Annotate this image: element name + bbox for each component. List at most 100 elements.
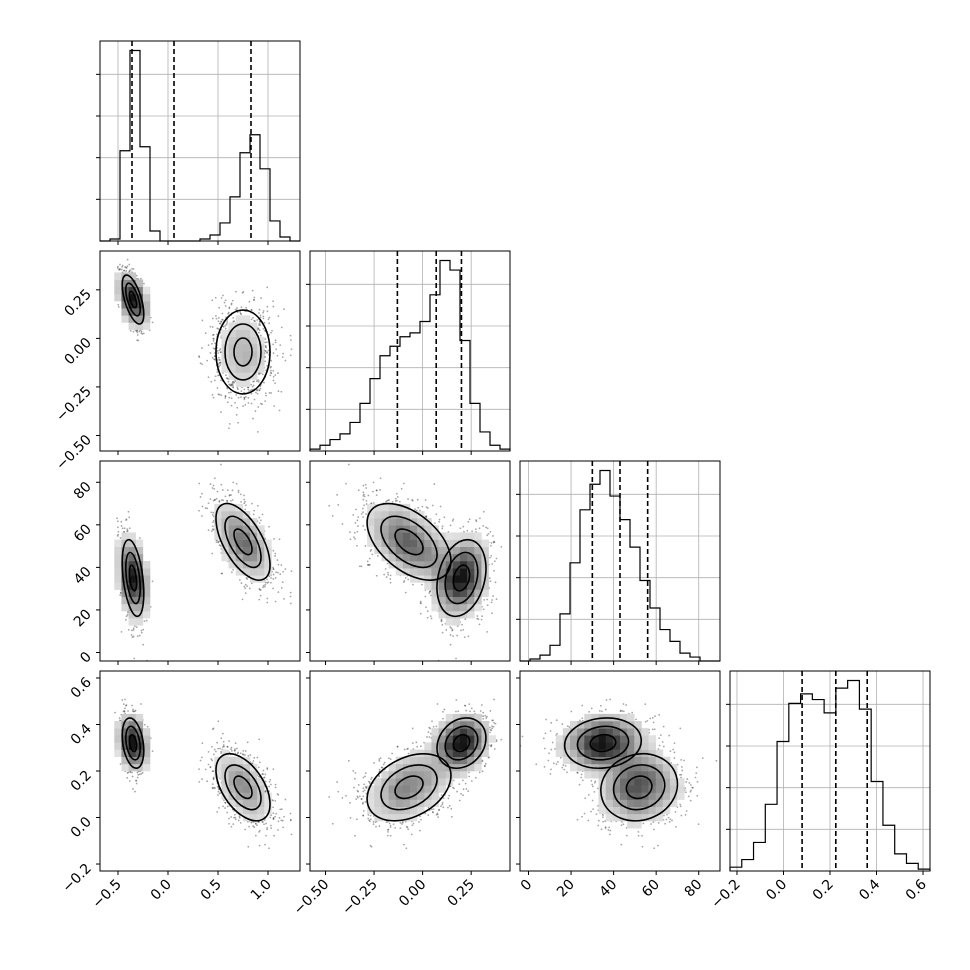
sample-point [289,602,292,605]
density-cell [612,721,621,729]
sample-point [226,387,229,390]
sample-point [366,560,369,563]
sample-point [259,829,261,832]
density-cell [121,582,129,590]
sample-point [233,320,236,322]
y-tick-label: 60 [71,521,95,545]
sample-point [211,326,214,328]
density-cell [620,792,628,800]
sample-point [219,322,222,325]
sample-point [267,349,270,352]
density-cell [670,778,678,786]
sample-point [243,502,246,505]
sample-point [132,788,134,790]
contour-2-1-1-2 [366,502,452,581]
density-cell [555,742,564,750]
sample-point [254,410,257,412]
sample-point [278,538,281,541]
sample-point [378,768,381,771]
sample-point [273,834,276,837]
density-cell [388,503,397,512]
sample-point [137,339,140,342]
sample-point [427,731,430,734]
density-cell [612,735,621,743]
sample-point [479,710,482,712]
sample-point [281,356,284,359]
density-cell [662,778,671,786]
sample-point [253,398,256,401]
density-cell [620,713,628,722]
sample-point [261,773,264,776]
density-cell [577,742,585,750]
sample-point [362,790,365,793]
sample-point [135,782,138,785]
sample-point [248,390,251,393]
density-cell [431,778,439,786]
contour-3-1-1-1 [380,764,438,811]
sample-point [119,719,121,722]
sample-point [657,821,660,824]
density-cell [395,785,404,793]
density-cell [452,771,461,779]
sample-point [447,797,450,800]
sample-point [358,795,361,798]
sample-point [427,806,430,809]
sample-point [120,520,123,523]
sample-point [226,377,229,380]
density-cell [221,329,229,338]
sample-point [459,527,462,530]
sample-point [405,847,408,850]
sample-point [272,566,274,569]
density-cell [381,546,389,555]
sample-point [690,789,692,792]
density-cell [488,735,497,743]
sample-point [662,745,665,748]
density-cell [250,546,258,555]
sample-point [620,843,623,846]
sample-point [250,392,253,395]
histogram-1 [309,259,511,451]
sample-point [282,826,285,829]
density-cell [228,532,237,540]
sample-point [230,494,232,497]
sample-point [265,834,267,837]
sample-point [493,541,496,544]
density-cell [235,379,244,388]
sample-point [365,786,368,789]
contour-3-0-1-0 [233,775,253,800]
density-cell [670,771,678,779]
sample-point [489,580,492,583]
density-cell [242,546,251,555]
density-cell [142,756,151,765]
density-cell [142,561,151,569]
sample-point [265,341,268,344]
sample-point [132,330,135,333]
density-cell [641,785,649,793]
sample-point [407,752,410,755]
density-cell [577,756,585,765]
density-cell [250,785,258,793]
sample-point [404,591,407,594]
sample-point [229,384,231,387]
sample-point [138,773,141,776]
contour-3-2-1-0 [625,775,653,800]
density-cell [620,763,628,772]
density-cell [402,532,411,540]
sample-point [386,499,388,502]
density-cell [641,742,649,750]
sample-point [228,383,231,386]
sample-point [212,521,214,524]
sample-point [252,760,255,762]
sample-point [252,821,255,824]
density-cell [605,749,614,758]
density-cell [460,749,468,758]
sample-point [490,542,493,544]
sample-point [635,718,637,721]
sample-point [467,520,470,523]
sample-point [126,530,128,533]
sample-point [490,601,493,604]
sample-point [230,384,233,387]
sample-point [426,616,429,619]
sample-point [254,823,257,825]
